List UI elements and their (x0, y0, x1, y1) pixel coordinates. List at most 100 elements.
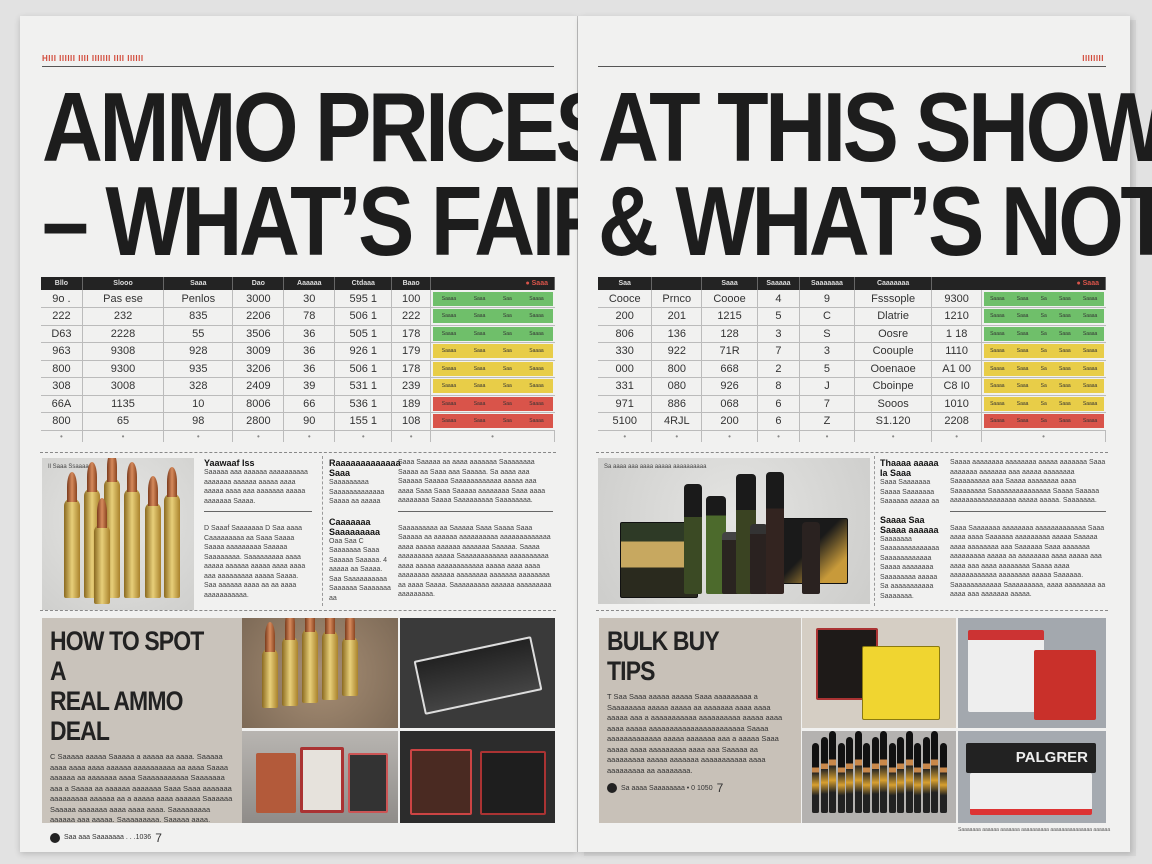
column-header: Baao (391, 277, 431, 290)
section-kicker: IIIIIIII (1082, 54, 1104, 63)
table-cell: S (799, 325, 855, 343)
table-cell: 232 (82, 307, 165, 326)
table-row: 308 3008 328 2409 39 531 1 239 Saaaa Saaa Saa Saaa… (41, 377, 555, 396)
table-cell: 800 (651, 360, 703, 378)
table-cell: 78 (283, 307, 336, 326)
table-cell: 3000 (232, 290, 285, 308)
table-cell: 2800 (232, 412, 285, 431)
price-rating-cell: Saaaa Saaa Sa Saaa Saaaa (981, 290, 1106, 308)
table-cell: A1 00 (931, 360, 982, 378)
table-cell: 8 (757, 377, 800, 396)
table-cell: 1 18 (931, 325, 982, 343)
table-cell: 1110 (931, 342, 982, 361)
table-cell: 9o . (41, 290, 83, 308)
table-cell: 39 (283, 377, 336, 396)
table-cell: 886 (651, 395, 703, 413)
table-row: 331 080 926 8 J Cboinpe C8 I0 Saaaa Saaa Sa Saaa Sa… (598, 377, 1106, 396)
ammo-products-photo: Sa aaaa aaa aaaa aaaaa aaaaaaaaaa (598, 458, 870, 604)
table-cell: 178 (391, 360, 431, 378)
table-cell: 835 (163, 307, 234, 326)
table-cell: 926 1 (334, 342, 393, 361)
table-cell: 928 (163, 342, 234, 361)
section-kicker: HIII IIIIII IIII IIIIIII IIII IIIIII (42, 54, 144, 63)
price-rating-cell: Saaaa Saaa Saa Saaaa (430, 342, 555, 361)
status-bar-green: Saaaa Saaa Saa Saaaa (433, 309, 553, 324)
status-bar-yellow: Saaaa Saaa Saa Saaaa (433, 344, 553, 359)
divider (596, 452, 1108, 453)
ammo-boxes-photo (242, 731, 398, 823)
left-page: HIII IIIIII IIII IIIIIII IIII IIIIII AMM… (20, 16, 613, 852)
price-table: Saa Saaa Saaaaa Saaaaaaa Caaaaaaa ● Saaa Cooce… (598, 277, 1106, 442)
headline-line: – WHAT’S FAIR (42, 166, 613, 276)
table-row: Cooce Prnco Coooe 4 9 Fsssople 9300 Saaaa Saaa Sa… (598, 290, 1106, 308)
status-bar-yellow: Saaaa Saaa Sa Saaa Saaaa (984, 396, 1104, 411)
headline: AMMO PRICES – WHAT’S FAIR (42, 72, 613, 276)
column-text: Saaaaaaaaa aa Saaaaa Saaa Saaaa Saaa Saa… (398, 524, 552, 599)
divider (596, 610, 1108, 611)
table-cell: 536 1 (334, 395, 393, 413)
table-cell: 330 (598, 342, 653, 361)
table-cell: 222 (391, 307, 431, 326)
column-header (651, 277, 703, 290)
page-number: 7 (155, 830, 162, 845)
table-cell: 36 (283, 342, 336, 361)
price-table: Bllo Slooo Saaa Dao Aaaaaa Ctdaaa Baao ● Saaa 9o… (41, 277, 555, 442)
column-header: Slooo (82, 277, 165, 290)
table-row: 971 886 068 6 7 Sooos 1010 Saaaa Saaa Sa Saaa Saaaa (598, 395, 1106, 413)
table-cell: 308 (41, 377, 83, 396)
table-row: 800 65 98 2800 90 155 1 108 Saaaa Saaa Saa Saaaa (41, 412, 555, 431)
column-header: Dao (232, 277, 285, 290)
photo-caption: Il Saaa Ssaaaa . (48, 464, 93, 470)
table-cell: 128 (701, 325, 758, 343)
table-cell: 3506 (232, 325, 285, 343)
table-cell: 971 (598, 395, 653, 413)
table-cell: 2 (757, 360, 800, 378)
table-cell: C8 I0 (931, 377, 982, 396)
table-row: 800 9300 935 3206 36 506 1 178 Saaaa Saaa Saa Saaa… (41, 360, 555, 378)
ammo-tube (939, 743, 947, 813)
table-cell: 3 (757, 325, 800, 343)
table-cell: Oosre (854, 325, 933, 343)
table-cell: 9308 (82, 342, 165, 361)
article-column: Saaaa aaaaaaaa aaaaaaaa aaaaa aaaaaaa Sa… (950, 458, 1106, 600)
table-row: 330 922 71R 7 3 Coouple 1110 Saaaa Saaa Sa Saaa Saa… (598, 342, 1106, 361)
price-rating-cell: Saaaa Saaa Sa Saaa Saaaa (981, 395, 1106, 413)
table-cell: 668 (701, 360, 758, 378)
divider (40, 610, 556, 611)
bulk-tips-panel: BULK BUY TIPS T Saa Saaa aaaaa aaaaa Saaa… (599, 618, 801, 823)
status-bar-green: Saaaa Saaa Saa Saaaa (433, 326, 553, 341)
column-header: Bllo (41, 277, 83, 290)
status-bar-yellow: Saaaa Saaa Sa Saaa Saaaa (984, 379, 1104, 394)
table-cell: 98 (163, 412, 234, 431)
table-cell: Pas ese (82, 290, 165, 308)
table-cell: 5 (757, 307, 800, 326)
table-cell: 6 (757, 395, 800, 413)
table-cell: 963 (41, 342, 83, 361)
table-row: 963 9308 928 3009 36 926 1 179 Saaaa Saaa Saa Saaa… (41, 342, 555, 361)
price-rating-cell: Saaaa Saaa Saa Saaaa (430, 290, 555, 308)
ammo-tube (922, 737, 930, 813)
table-cell: 4RJL (651, 412, 703, 431)
table-cell: 178 (391, 325, 431, 343)
column-text: Saaaaaaaaa Saaaaaaaaaaaaa Saaaa aa aaaaa (329, 479, 385, 505)
price-rating-cell: Saaaa Saaa Saa Saaaa (430, 307, 555, 326)
table-cell: 36 (283, 325, 336, 343)
price-rating-cell: Saaaa Saaa Saa Saaaa (430, 360, 555, 378)
table-cell: 1210 (931, 307, 982, 326)
column-header: Ctdaaa (334, 277, 393, 290)
status-bar-yellow: Saaaa Saaa Sa Saaa Saaaa (984, 361, 1104, 376)
table-cell: 155 1 (334, 412, 393, 431)
price-rating-cell: Saaaa Saaa Sa Saaa Saaaa (981, 307, 1106, 326)
headline-line: AMMO PRICES (42, 72, 612, 182)
table-cell: 9300 (82, 360, 165, 378)
column-header: Saaa (163, 277, 234, 290)
column-text: Oaa Saa C Saaaaaaa Saaa Saaaaa Saaaaa. 4… (329, 537, 391, 602)
table-cell: 3 (799, 342, 855, 361)
status-bar-green: Saaaa Saaa Sa Saaa Saaaa (984, 291, 1104, 306)
headline: AT THIS SHOW & WHAT’S NOT (598, 78, 1152, 270)
table-cell: 595 1 (334, 290, 393, 308)
status-bar-red: Saaaa Saaa Saa Saaaa (433, 396, 553, 411)
status-bar-yellow: Saaaa Saaa Saa Saaaa (433, 361, 553, 376)
article-column: Saaa Saaaaa aa aaaa aaaaaaa Saaaaaaaa Sa… (398, 458, 553, 600)
column-text: Saaa Saaaaaaa aaaaaaaa aaaaaaaaaaaaa Saa… (950, 524, 1106, 599)
